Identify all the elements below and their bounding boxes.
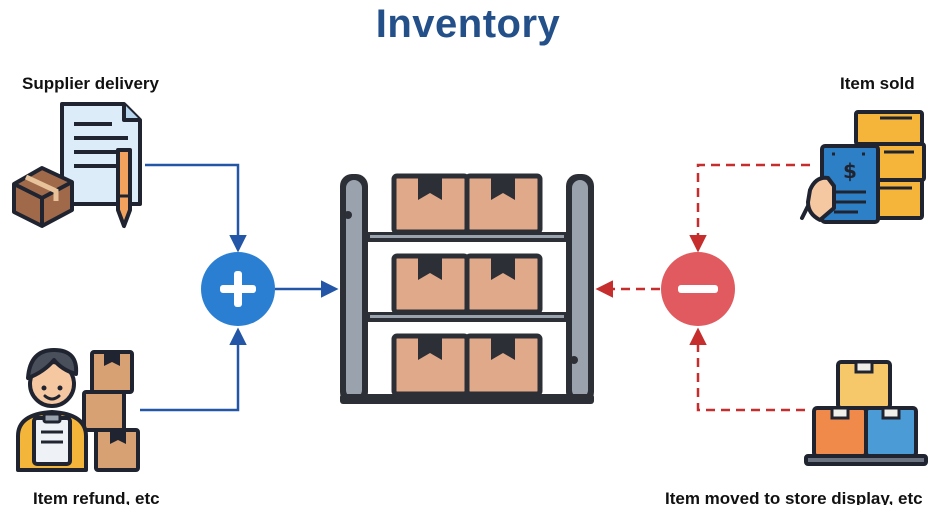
subtract-connectors xyxy=(595,163,810,412)
item-refund-label: Item refund, etc xyxy=(33,489,160,505)
shelf-box-row-2 xyxy=(391,253,543,315)
plus-icon xyxy=(201,252,275,326)
svg-text:$: $ xyxy=(843,159,857,183)
supplier-to-plus-arrow xyxy=(145,163,247,253)
supplier-delivery-label: Supplier delivery xyxy=(22,74,159,93)
minus-icon xyxy=(661,252,735,326)
warehouse-shelf-icon xyxy=(340,173,594,404)
item-sold-icon: $ xyxy=(800,110,926,224)
shelf-box-row-1 xyxy=(391,173,543,235)
refund-to-plus-arrow xyxy=(140,327,247,412)
item-moved-icon xyxy=(804,360,928,466)
moved-to-minus-arrow xyxy=(689,327,805,412)
shelf-box-row-3 xyxy=(391,333,543,397)
add-connectors xyxy=(140,163,339,412)
item-moved-label: Item moved to store display, etc xyxy=(665,489,923,505)
page-title: Inventory xyxy=(375,2,561,46)
sold-to-minus-arrow xyxy=(689,163,810,253)
item-refund-icon xyxy=(16,348,140,472)
supplier-delivery-icon xyxy=(12,102,142,228)
item-sold-label: Item sold xyxy=(840,74,915,93)
